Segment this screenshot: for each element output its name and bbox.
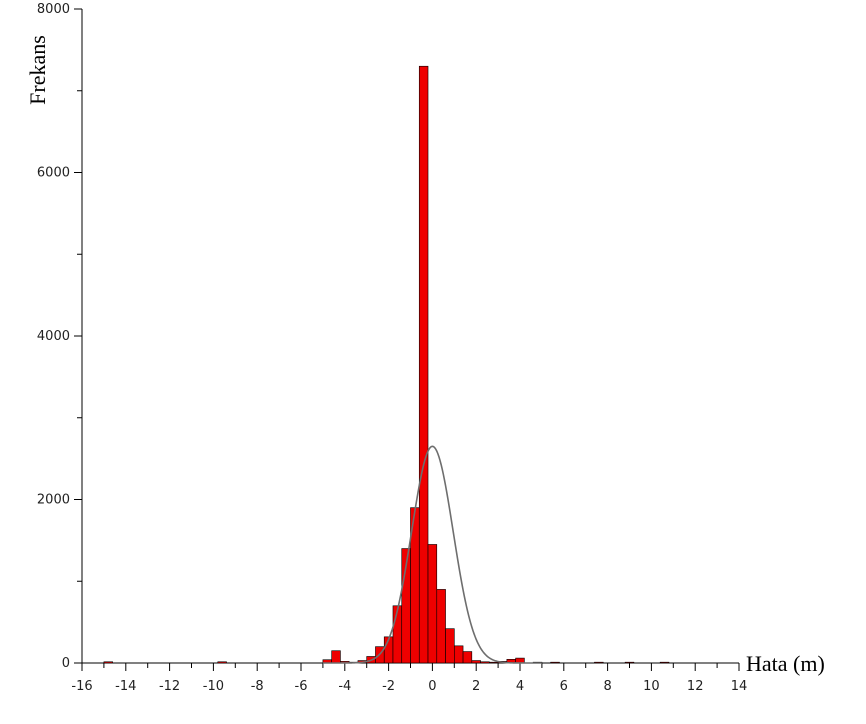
x-tick-label: -12 <box>159 679 180 694</box>
histogram-bar <box>471 660 481 664</box>
histogram-bar <box>418 65 429 664</box>
histogram-bar <box>427 544 438 664</box>
x-tick-label: -4 <box>338 679 351 694</box>
x-tick-label: 6 <box>560 679 568 694</box>
x-tick-label: 0 <box>428 679 436 694</box>
histogram-bar <box>594 661 604 664</box>
y-axis-title: Frekans <box>25 35 50 105</box>
histogram-bar <box>659 661 670 664</box>
histogram-bar <box>453 645 464 664</box>
x-tick-label: -14 <box>115 679 136 694</box>
histogram-bar <box>331 650 341 664</box>
histogram-bar <box>436 589 446 664</box>
y-tick-label: 6000 <box>37 166 70 181</box>
x-tick-label: -8 <box>251 679 264 694</box>
x-tick-label: -10 <box>203 679 224 694</box>
x-tick-label: 14 <box>731 679 748 694</box>
histogram-bar <box>624 661 635 664</box>
x-tick-label: -16 <box>71 679 92 694</box>
histogram-bar <box>462 651 473 664</box>
y-tick-label: 0 <box>62 656 70 671</box>
histogram-bar <box>103 661 113 664</box>
x-tick-label: 12 <box>687 679 704 694</box>
normal-curve-group <box>322 445 542 664</box>
y-tick-label: 8000 <box>37 2 70 17</box>
histogram-bar <box>550 661 560 664</box>
histogram-bar <box>217 661 227 664</box>
histogram-bar <box>392 605 403 664</box>
x-tick-label: 2 <box>472 679 480 694</box>
x-tick-label: -6 <box>295 679 308 694</box>
axes-group: 0 2000 4000 6000 8000 -16 -14 -12 -10 -8 -6 -4 -2 0 2 4… <box>37 2 747 694</box>
x-tick-label: -2 <box>382 679 395 694</box>
y-tick-label: 2000 <box>37 493 70 508</box>
bars-group <box>103 65 670 664</box>
histogram-bar <box>489 661 499 664</box>
normal-distribution-curve <box>322 445 542 664</box>
histogram-bar <box>445 628 455 664</box>
x-tick-label: 10 <box>643 679 660 694</box>
x-tick-label: 8 <box>603 679 611 694</box>
histogram-bar <box>480 661 490 664</box>
x-axis-title: Hata (m) <box>746 651 825 676</box>
y-tick-label: 4000 <box>37 329 70 344</box>
x-tick-label: 4 <box>516 679 524 694</box>
